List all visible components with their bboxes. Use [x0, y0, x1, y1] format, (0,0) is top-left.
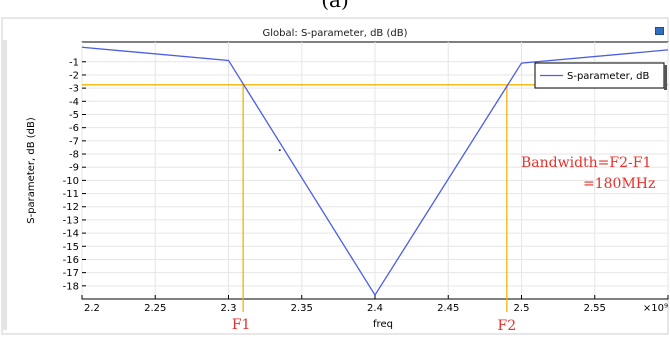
y-tick-label: -6	[69, 123, 79, 134]
window-side-strip	[2, 40, 7, 330]
x-tick-label: 2.45	[437, 303, 459, 314]
bandwidth-annotation-line2: =180MHz	[583, 176, 655, 192]
y-tick-label: -16	[63, 255, 79, 266]
f1-label: F1	[232, 317, 251, 333]
y-axis-title: S-parameter, dB (dB)	[26, 117, 37, 224]
legend-label: S-parameter, dB	[567, 71, 649, 82]
x-tick-label: 2.5	[514, 303, 530, 314]
y-tick-label: -9	[69, 163, 79, 174]
figure-label: (a)	[321, 0, 349, 12]
y-tick-label: -14	[63, 229, 79, 240]
y-tick-label: -1	[69, 57, 79, 68]
x-tick-label: 2.25	[144, 303, 166, 314]
y-tick-label: -4	[69, 97, 79, 108]
y-tick-label: -15	[63, 242, 79, 253]
x-tick-label: 2.55	[584, 303, 606, 314]
x-tick-label: 2.35	[291, 303, 313, 314]
x-tick-label: ×10⁹	[643, 303, 668, 314]
y-tick-label: -3	[69, 84, 79, 95]
y-tick-label: -2	[69, 70, 79, 81]
stray-dot	[278, 149, 281, 152]
f2-label: F2	[498, 318, 517, 334]
y-tick-label: -11	[63, 189, 79, 200]
y-tick-label: -18	[63, 281, 79, 292]
y-tick-label: -8	[69, 150, 79, 161]
y-tick-label: -17	[63, 268, 79, 279]
window-toggle-icon[interactable]	[655, 27, 664, 35]
y-tick-label: -13	[63, 215, 79, 226]
bandwidth-annotation-line1: Bandwidth=F2-F1	[521, 155, 651, 171]
x-tick-label: 2.3	[221, 303, 237, 314]
x-tick-label: 2.2	[84, 303, 100, 314]
x-axis-title: freq	[373, 319, 393, 330]
y-tick-label: -7	[69, 136, 79, 147]
legend-shadow	[664, 65, 667, 90]
chart-title: Global: S-parameter, dB (dB)	[262, 28, 408, 39]
y-tick-label: -5	[69, 110, 79, 121]
y-tick-label: -10	[63, 176, 79, 187]
x-tick-label: 2.4	[367, 303, 383, 314]
y-tick-label: -12	[63, 202, 79, 213]
